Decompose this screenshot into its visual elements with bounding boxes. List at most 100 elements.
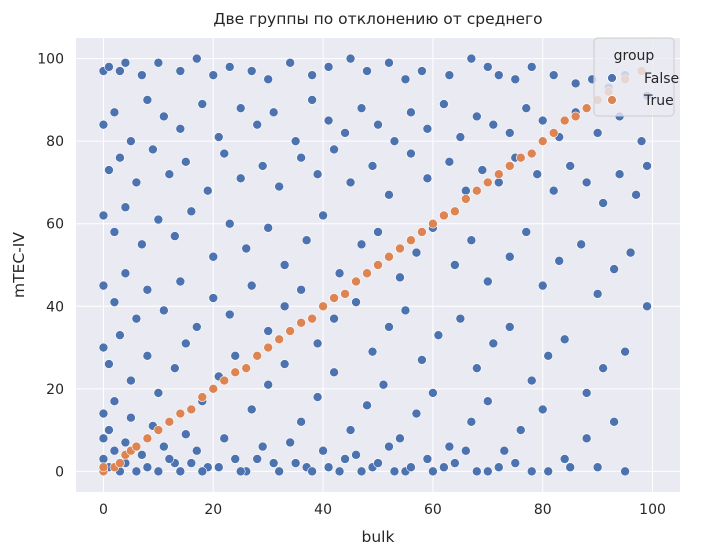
data-point-false	[131, 177, 142, 188]
data-point-false	[483, 62, 493, 72]
data-point-true	[296, 317, 306, 328]
y-tick-label: 40	[46, 299, 64, 315]
data-point-false	[362, 400, 372, 411]
data-point-false	[159, 441, 169, 452]
data-point-false	[609, 264, 619, 274]
data-point-false	[592, 128, 603, 138]
data-point-false	[159, 305, 169, 316]
data-point-false	[592, 462, 603, 473]
data-point-true	[450, 206, 460, 217]
data-point-false	[384, 322, 394, 332]
data-point-false	[246, 404, 257, 415]
data-point-false	[642, 301, 652, 312]
data-point-false	[153, 388, 164, 398]
data-point-true	[395, 243, 405, 254]
data-point-false	[466, 235, 477, 246]
data-point-false	[373, 119, 383, 130]
data-point-false	[400, 74, 411, 85]
x-tick-label: 100	[639, 502, 666, 518]
data-point-false	[318, 445, 328, 456]
data-point-false	[334, 466, 345, 477]
data-point-false	[526, 62, 537, 72]
data-point-false	[515, 425, 526, 435]
data-point-false	[142, 462, 153, 473]
data-point-true	[197, 392, 208, 402]
data-point-false	[483, 466, 493, 477]
data-point-false	[263, 223, 273, 233]
data-point-false	[362, 66, 372, 76]
data-point-true	[504, 161, 515, 171]
data-point-false	[159, 111, 169, 122]
data-point-false	[537, 404, 548, 415]
data-point-false	[186, 458, 197, 468]
data-point-false	[252, 454, 263, 464]
data-point-false	[230, 454, 241, 464]
data-point-false	[351, 297, 361, 307]
data-point-false	[235, 173, 246, 184]
data-point-false	[461, 445, 471, 456]
data-point-false	[301, 235, 312, 246]
data-point-false	[224, 62, 235, 72]
data-point-true	[241, 363, 252, 373]
data-point-false	[422, 124, 433, 134]
data-point-false	[625, 247, 636, 258]
data-point-false	[395, 272, 405, 283]
data-point-false	[537, 280, 548, 291]
data-point-false	[345, 425, 356, 435]
data-point-true	[581, 103, 592, 113]
data-point-true	[493, 169, 504, 179]
data-point-false	[510, 74, 521, 85]
x-tick-label: 20	[204, 502, 222, 518]
data-point-false	[323, 62, 334, 72]
data-point-false	[472, 363, 482, 373]
data-point-true	[526, 148, 537, 159]
data-point-false	[307, 466, 317, 477]
data-point-false	[340, 454, 350, 464]
data-point-false	[422, 173, 433, 184]
data-point-false	[263, 74, 273, 85]
data-point-false	[241, 243, 252, 254]
data-point-true	[153, 425, 164, 435]
data-point-false	[411, 247, 422, 258]
data-point-false	[224, 218, 235, 229]
data-point-false	[279, 260, 290, 270]
data-point-false	[323, 115, 334, 126]
data-point-false	[208, 70, 219, 80]
data-point-false	[252, 119, 263, 130]
data-point-false	[493, 177, 504, 188]
data-point-false	[268, 107, 279, 118]
data-point-false	[499, 445, 510, 456]
data-point-false	[104, 62, 114, 72]
data-point-false	[592, 289, 603, 299]
data-point-false	[98, 454, 109, 464]
data-point-false	[290, 136, 301, 146]
data-point-false	[98, 210, 109, 221]
data-point-false	[433, 330, 444, 340]
data-point-false	[137, 239, 147, 250]
data-point-false	[268, 458, 279, 468]
data-point-false	[455, 313, 466, 324]
data-point-false	[554, 256, 565, 266]
data-point-false	[312, 169, 323, 179]
data-point-false	[213, 462, 224, 473]
data-point-false	[153, 57, 164, 68]
data-point-false	[312, 338, 323, 349]
data-point-true	[351, 276, 361, 287]
data-point-false	[559, 334, 570, 345]
data-point-true	[307, 313, 317, 324]
y-tick-label: 100	[37, 52, 64, 68]
data-point-false	[356, 466, 367, 477]
data-point-false	[428, 466, 438, 477]
data-point-false	[296, 284, 306, 295]
data-point-false	[384, 441, 394, 452]
legend-marker-false	[607, 73, 617, 83]
data-point-false	[411, 408, 422, 419]
data-point-false	[98, 280, 109, 291]
data-point-false	[120, 268, 131, 279]
data-point-false	[488, 119, 499, 130]
data-point-false	[142, 284, 153, 295]
data-point-false	[290, 458, 301, 468]
x-axis-label: bulk	[362, 528, 395, 546]
data-point-false	[131, 466, 142, 477]
data-point-false	[131, 313, 142, 324]
